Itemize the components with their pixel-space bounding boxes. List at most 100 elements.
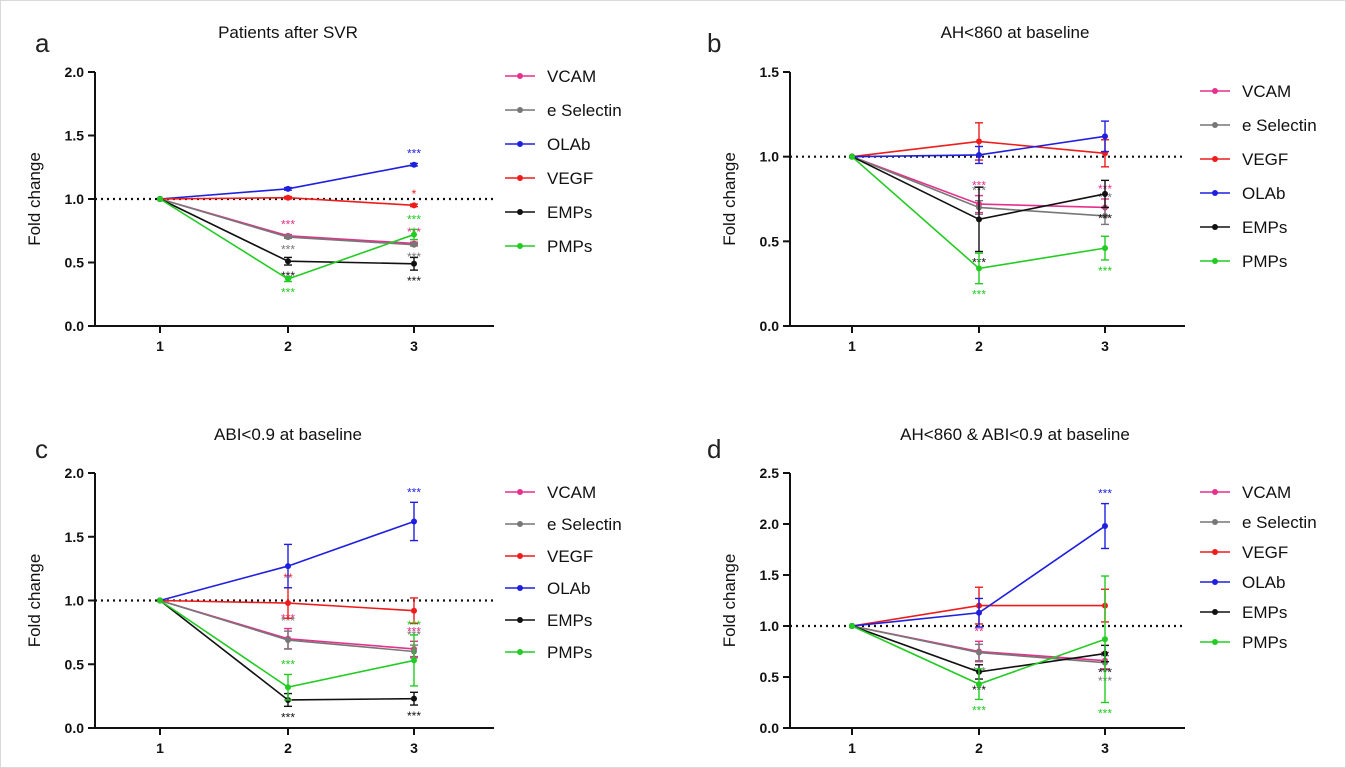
x-tick-label: 2 [975, 338, 983, 354]
legend-swatch-marker [1212, 639, 1218, 645]
data-point [285, 276, 291, 283]
legend-swatch-marker [517, 73, 523, 79]
series-pmps: *** *** [849, 575, 1112, 721]
series-olab [849, 120, 1109, 165]
y-tick-label: 1.0 [65, 593, 85, 609]
y-tick-label: 1.0 [65, 191, 85, 207]
legend-entry: PMPs [1200, 633, 1287, 652]
data-point [1102, 212, 1108, 219]
significance-label: *** [972, 703, 986, 717]
data-point [1102, 636, 1108, 643]
x-tick-label: 3 [410, 338, 418, 354]
legend-swatch-marker [1212, 549, 1218, 555]
legend-swatch-marker [517, 649, 523, 655]
x-tick-label: 1 [156, 740, 164, 756]
significance-label: *** [407, 274, 421, 288]
legend-swatch-marker [517, 489, 523, 495]
legend-swatch-marker [1212, 156, 1218, 162]
series-pmps: *** *** [849, 153, 1112, 302]
significance-label: *** [407, 618, 421, 632]
legend-label: VEGF [1242, 543, 1288, 562]
legend-label: VCAM [547, 67, 596, 86]
data-point [157, 597, 163, 604]
legend-label: PMPs [1242, 252, 1287, 271]
legend-swatch-marker [1212, 122, 1218, 128]
legend-label: EMPs [1242, 218, 1287, 237]
data-point [285, 563, 291, 570]
significance-label: *** [407, 709, 421, 723]
data-point [976, 649, 982, 656]
x-tick-label: 1 [848, 338, 856, 354]
series-vegf: * [157, 187, 418, 209]
significance-label: ** [974, 624, 984, 638]
x-tick-label: 2 [975, 740, 983, 756]
legend-swatch-marker [1212, 88, 1218, 94]
legend-label: VEGF [1242, 150, 1288, 169]
data-point [976, 265, 982, 272]
y-tick-label: 1.0 [760, 149, 780, 165]
panel-letter: b [707, 28, 721, 58]
legend-label: PMPs [547, 237, 592, 256]
significance-label: *** [1098, 211, 1112, 225]
data-point [411, 161, 417, 168]
legend-entry: EMPs [505, 203, 592, 222]
y-tick-label: 1.5 [760, 64, 780, 80]
significance-label: * [412, 187, 417, 201]
legend-entry: VCAM [505, 67, 596, 86]
legend-label: OLAb [1242, 184, 1285, 203]
data-point [285, 258, 291, 265]
y-tick-label: 0.0 [65, 318, 85, 334]
y-tick-label: 1.5 [65, 529, 85, 545]
legend-entry: e Selectin [505, 515, 622, 534]
legend-label: VCAM [547, 483, 596, 502]
data-point [976, 609, 982, 616]
legend-entry: VEGF [1200, 150, 1288, 169]
legend-label: e Selectin [1242, 513, 1317, 532]
data-point [1102, 245, 1108, 252]
data-point [976, 151, 982, 158]
data-point [411, 607, 417, 614]
legend-label: PMPs [1242, 633, 1287, 652]
significance-label: *** [407, 485, 421, 499]
panel-title: AH<860 & ABI<0.9 at baseline [900, 425, 1130, 444]
data-point [411, 695, 417, 702]
legend-entry: EMPs [505, 611, 592, 630]
data-point [285, 234, 291, 241]
significance-label: *** [281, 614, 295, 628]
legend-label: VCAM [1242, 82, 1291, 101]
chart-panel-d: d AH<860 & ABI<0.9 at baseline Fold change… [707, 425, 1317, 756]
x-tick-label: 3 [410, 740, 418, 756]
legend-entry: VEGF [1200, 543, 1288, 562]
data-point [411, 241, 417, 248]
y-tick-label: 0.5 [760, 669, 780, 685]
data-point [411, 657, 417, 664]
data-point [849, 623, 855, 629]
data-point [1102, 133, 1108, 140]
y-tick-label: 0.5 [65, 255, 85, 271]
significance-label: *** [407, 146, 421, 160]
data-point [285, 637, 291, 644]
data-point [976, 138, 982, 145]
panel-letter: a [35, 28, 50, 58]
legend-entry: e Selectin [1200, 513, 1317, 532]
panel-title: ABI<0.9 at baseline [214, 425, 362, 444]
legend-entry: PMPs [505, 643, 592, 662]
legend-label: OLAb [547, 579, 590, 598]
y-axis-label: Fold change [25, 152, 44, 246]
legend-swatch-marker [517, 243, 523, 249]
series-line [159, 520, 415, 602]
series-olab: *** [157, 485, 421, 604]
legend-label: e Selectin [547, 101, 622, 120]
legend-entry: PMPs [1200, 252, 1287, 271]
legend-entry: e Selectin [505, 101, 622, 120]
y-tick-label: 0.0 [760, 318, 780, 334]
y-tick-label: 2.0 [65, 64, 85, 80]
legend-label: e Selectin [547, 515, 622, 534]
legend-swatch-marker [1212, 258, 1218, 264]
data-point [411, 260, 417, 267]
data-point [285, 600, 291, 607]
legend-label: EMPs [547, 611, 592, 630]
legend-entry: OLAb [505, 579, 590, 598]
y-axis-label: Fold change [25, 554, 44, 648]
